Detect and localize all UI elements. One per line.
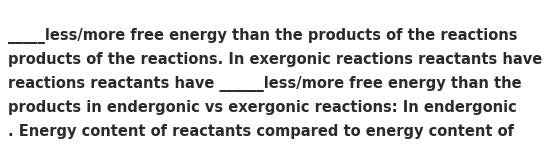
- Text: . Energy content of reactants compared to energy content of: . Energy content of reactants compared t…: [8, 124, 514, 139]
- Text: reactions reactants have ______less/more free energy than the: reactions reactants have ______less/more…: [8, 76, 522, 92]
- Text: products of the reactions. In exergonic reactions reactants have: products of the reactions. In exergonic …: [8, 52, 542, 67]
- Text: products in endergonic vs exergonic reactions: In endergonic: products in endergonic vs exergonic reac…: [8, 100, 517, 115]
- Text: _____less/more free energy than the products of the reactions: _____less/more free energy than the prod…: [8, 28, 517, 44]
